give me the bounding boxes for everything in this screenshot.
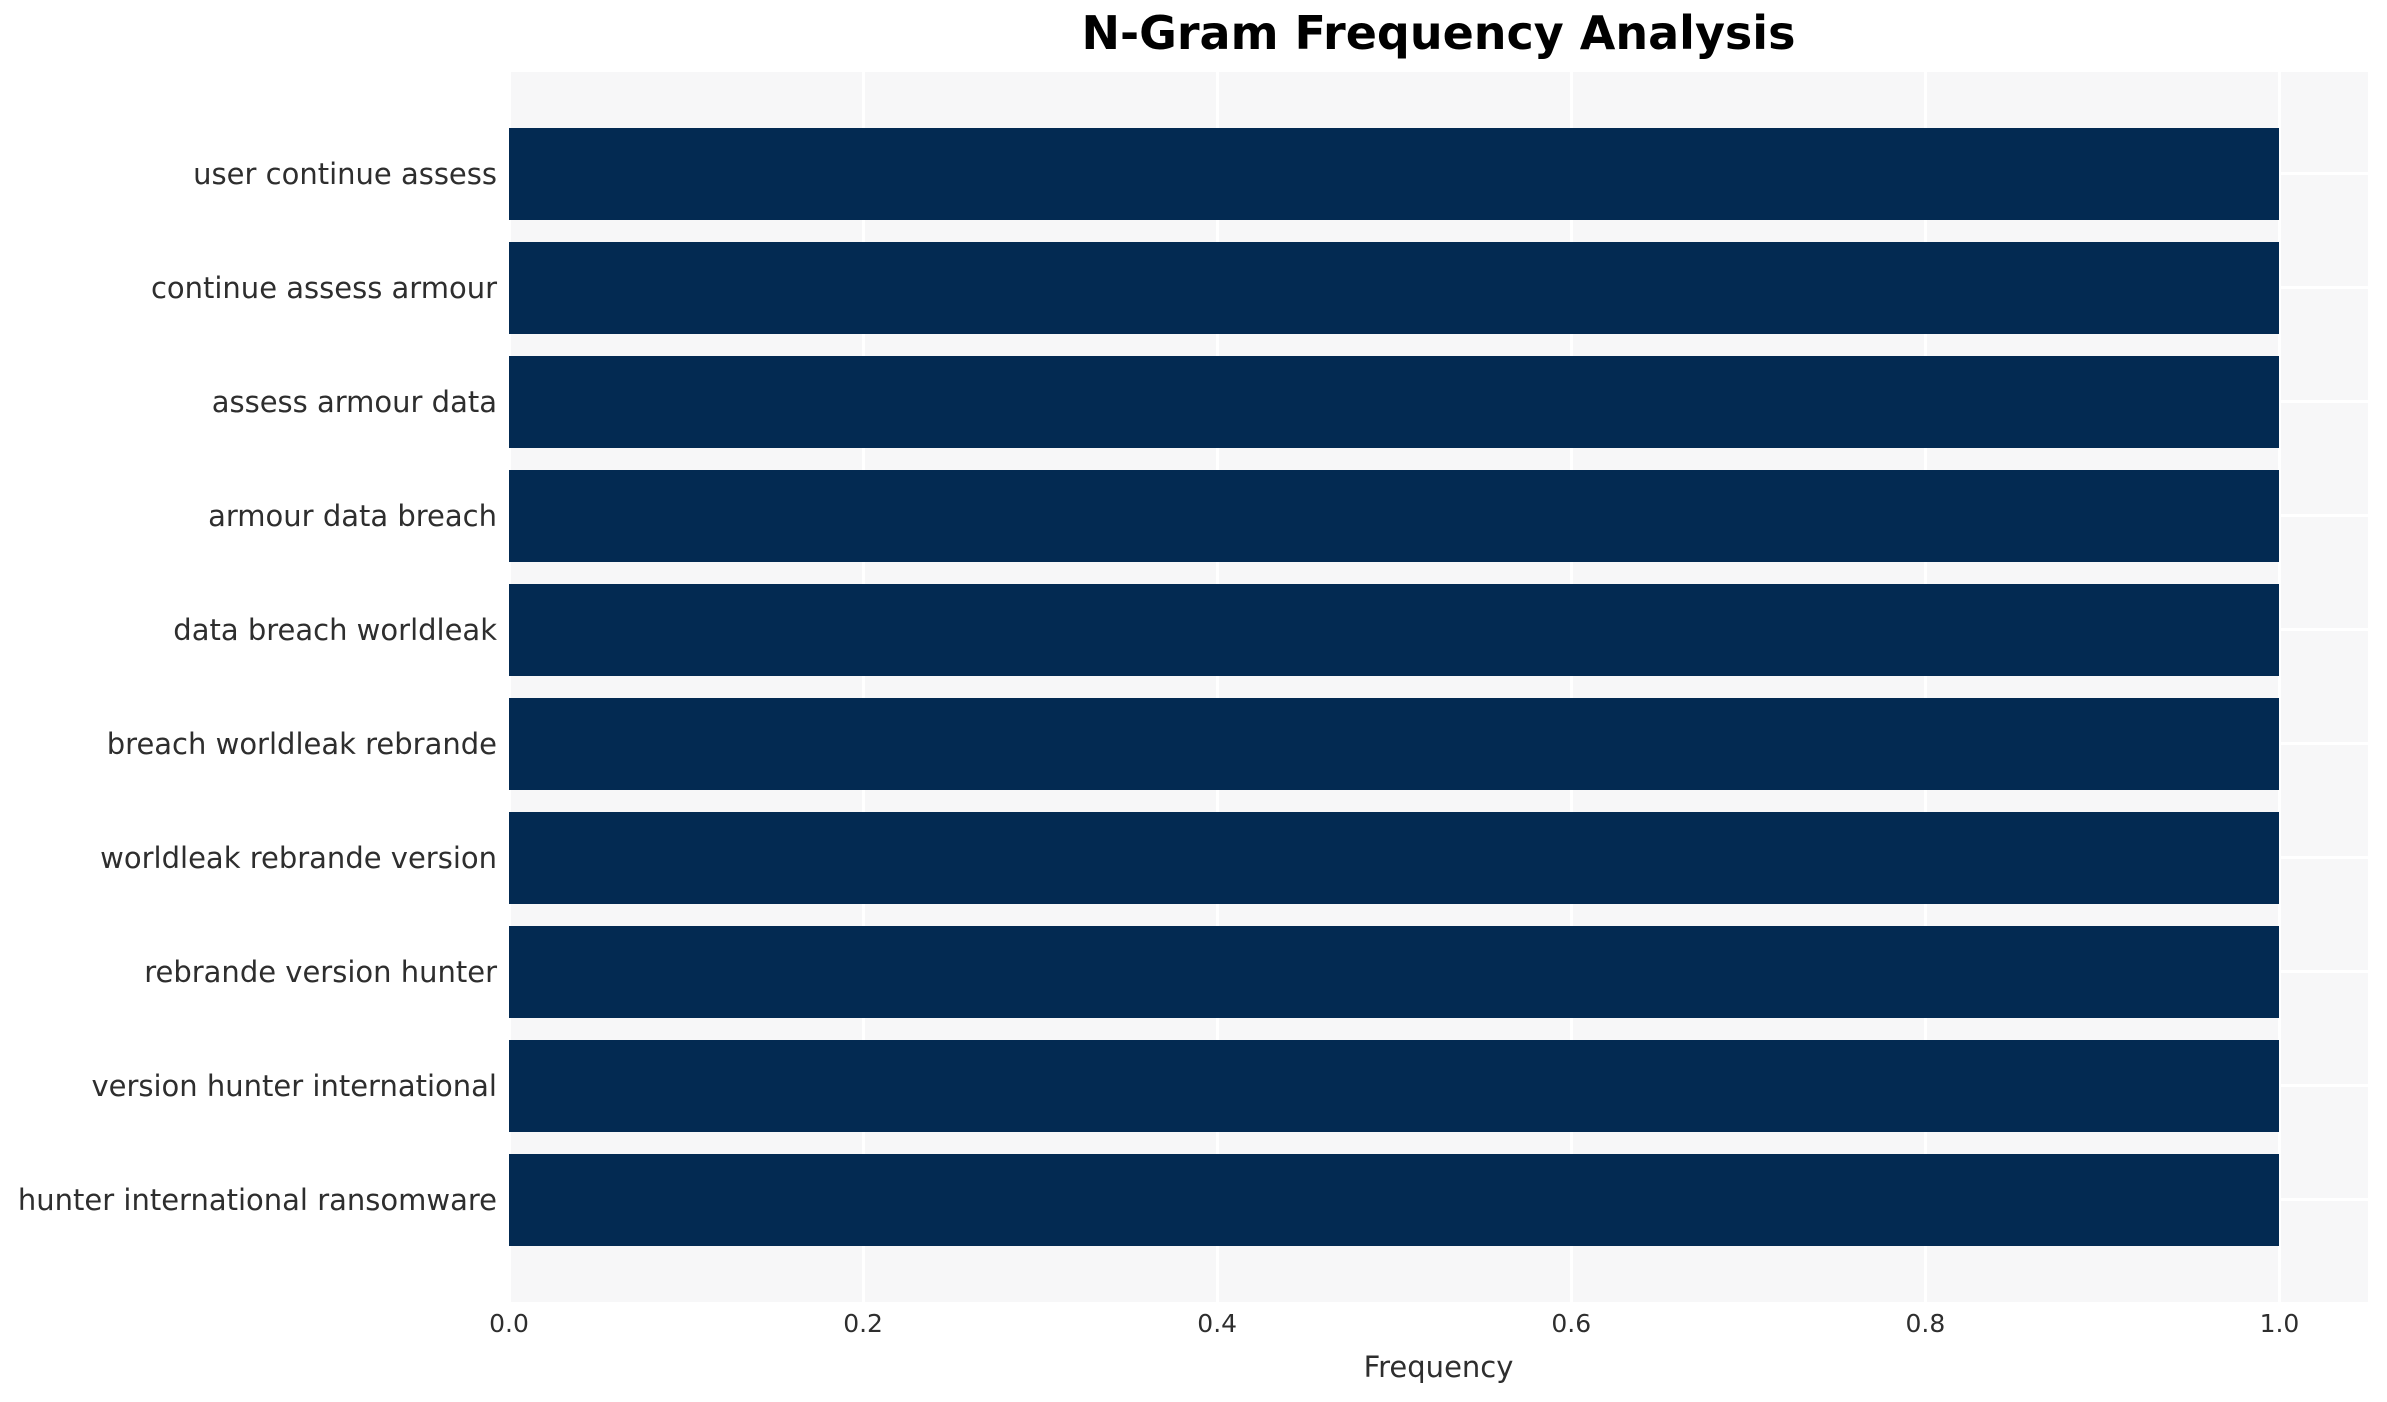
gridline-vertical	[1215, 72, 1219, 1302]
x-tick-labels: 0.0 0.2 0.4 0.6 0.8 1.0	[0, 1309, 2387, 1345]
x-tick-label: 0.0	[489, 1309, 529, 1338]
category-labels: user continue assess continue assess armo…	[0, 72, 497, 1302]
bar	[509, 355, 2280, 448]
gridline-vertical	[2277, 72, 2281, 1302]
bar	[509, 127, 2280, 220]
chart-title: N-Gram Frequency Analysis	[1081, 6, 1796, 60]
bar	[509, 925, 2280, 1018]
gridline-vertical	[1923, 72, 1927, 1302]
bar	[509, 1153, 2280, 1246]
category-label: worldleak rebrande version	[100, 840, 497, 875]
x-tick-label: 0.8	[1905, 1309, 1946, 1338]
x-axis-label: Frequency	[1363, 1350, 1514, 1384]
bar	[509, 1039, 2280, 1132]
bar	[509, 811, 2280, 904]
bar	[509, 469, 2280, 562]
bar	[509, 697, 2280, 790]
category-label: continue assess armour	[150, 270, 497, 305]
category-label: assess armour data	[211, 384, 497, 419]
category-label: user continue assess	[193, 156, 497, 191]
category-label: rebrande version hunter	[144, 954, 497, 989]
x-tick-label: 0.2	[843, 1309, 883, 1338]
category-label: data breach worldleak	[173, 612, 497, 647]
gridline-vertical	[1569, 72, 1573, 1302]
category-label: breach worldleak rebrande	[106, 726, 497, 761]
bar	[509, 583, 2280, 676]
x-tick-label: 1.0	[2259, 1309, 2300, 1338]
gridline-vertical	[861, 72, 865, 1302]
category-label: version hunter international	[91, 1068, 497, 1103]
gridline-vertical	[507, 72, 511, 1302]
x-tick-label: 0.6	[1551, 1309, 1592, 1338]
category-label: hunter international ransomware	[17, 1182, 497, 1217]
bar	[509, 241, 2280, 334]
category-label: armour data breach	[208, 498, 497, 533]
plot-area	[507, 72, 2368, 1302]
x-tick-label: 0.4	[1197, 1309, 1238, 1338]
